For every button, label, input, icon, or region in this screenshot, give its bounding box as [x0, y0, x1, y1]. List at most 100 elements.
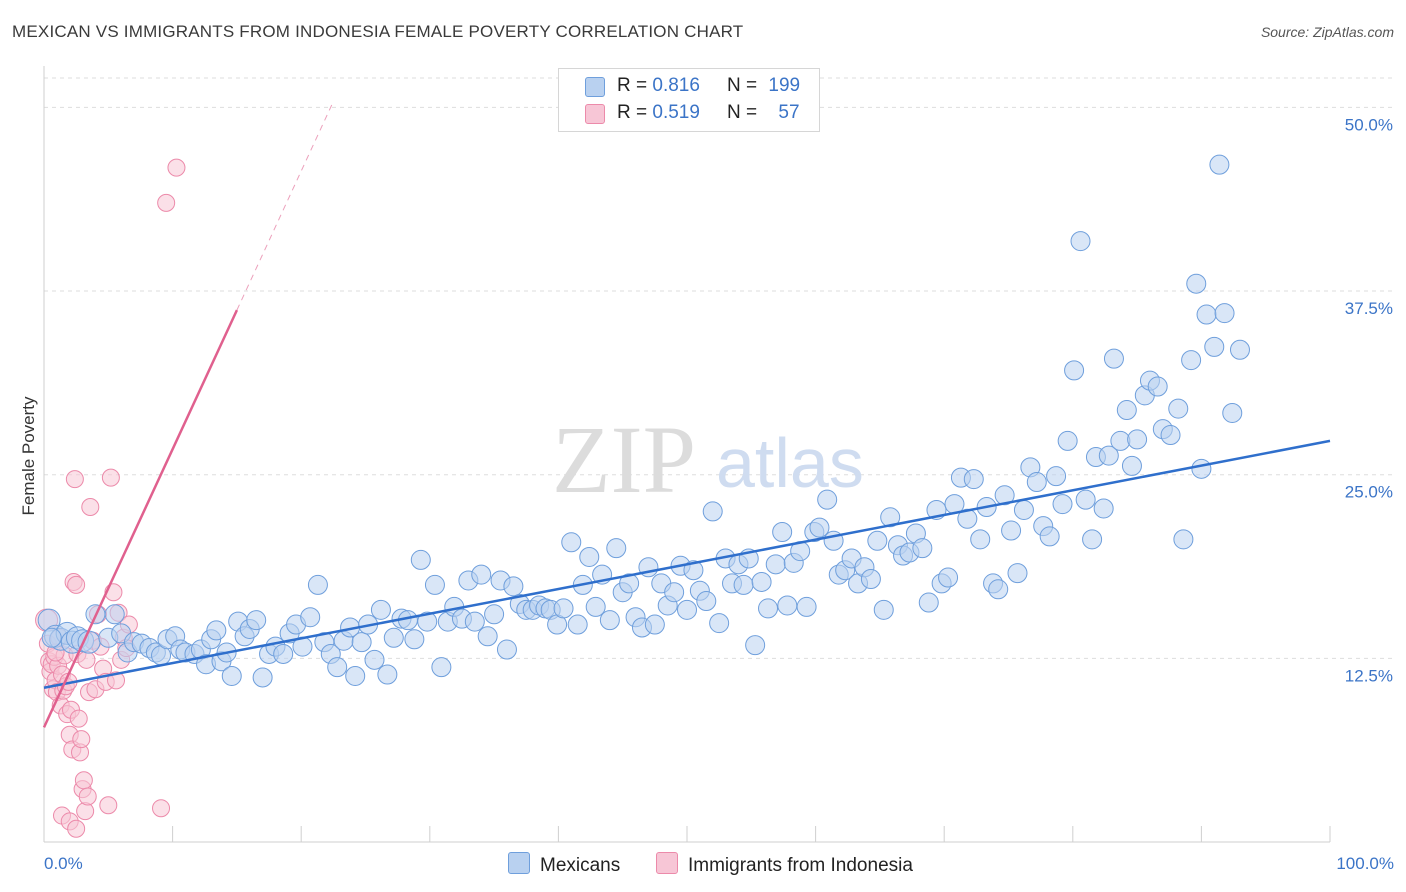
- indonesia-point: [107, 671, 126, 690]
- legend-r-label: R =: [617, 102, 653, 123]
- mexicans-point: [751, 571, 772, 592]
- mexicans-point: [1001, 520, 1022, 541]
- mexicans-point: [345, 665, 366, 686]
- mexicans-point: [496, 639, 517, 660]
- mexicans-point: [1007, 563, 1028, 584]
- mexicans-point: [1222, 402, 1243, 423]
- mexicans-point: [912, 538, 933, 559]
- y-axis-label: Female Poverty: [19, 396, 38, 516]
- indonesia-points: [35, 158, 186, 838]
- watermark: ZIP atlas: [552, 406, 864, 513]
- mexicans-point: [1103, 348, 1124, 369]
- series-legend: Mexicans Immigrants from Indonesia: [0, 852, 1406, 878]
- mexicans-point: [988, 579, 1009, 600]
- mexicans-point: [765, 554, 786, 575]
- legend-item-mexicans[interactable]: Mexicans: [508, 852, 620, 877]
- mexicans-point: [880, 507, 901, 528]
- mexicans-point: [484, 604, 505, 625]
- mexicans-point: [772, 521, 793, 542]
- mexicans-point: [709, 613, 730, 634]
- y-tick-label: 12.5%: [1345, 666, 1393, 685]
- mexicans-point: [410, 549, 431, 570]
- mexicans-point: [1160, 425, 1181, 446]
- mexicans-point: [696, 591, 717, 612]
- mexicans-point: [561, 532, 582, 553]
- mexicans-point: [963, 469, 984, 490]
- mexicans-point: [758, 598, 779, 619]
- mexicans-point: [246, 610, 267, 631]
- indonesia-point: [152, 799, 171, 818]
- mexicans-point: [206, 620, 227, 641]
- mexicans-point: [104, 604, 125, 625]
- mexicans-point: [1196, 304, 1217, 325]
- indonesia-point: [67, 575, 86, 594]
- mexicans-point: [777, 595, 798, 616]
- legend-n-value: 199: [768, 75, 801, 96]
- axes: [43, 66, 1331, 843]
- indonesia-point: [78, 787, 97, 806]
- mexicans-point: [221, 665, 242, 686]
- mexicans-point: [273, 643, 294, 664]
- mexicans-point: [370, 599, 391, 620]
- mexicans-point: [1039, 526, 1060, 547]
- x-tick-label-min: 0.0%: [44, 854, 83, 873]
- mexicans-point: [745, 635, 766, 656]
- mexicans-point: [1013, 499, 1034, 520]
- mexicans-point: [938, 567, 959, 588]
- mexicans-point: [1064, 360, 1085, 381]
- mexicans-point: [702, 501, 723, 522]
- mexicans-point: [817, 489, 838, 510]
- mexicans-point: [1127, 429, 1148, 450]
- indonesia-point: [67, 819, 86, 838]
- mexicans-point: [1082, 529, 1103, 550]
- mexicans-point: [364, 649, 385, 670]
- pink-swatch: [656, 852, 678, 874]
- mexicans-point: [606, 538, 627, 559]
- mexicans-point: [809, 517, 830, 538]
- mexicans-point: [1098, 445, 1119, 466]
- mexicans-point: [1046, 466, 1067, 487]
- mexicans-point: [417, 611, 438, 632]
- trendlines: [42, 101, 1331, 728]
- indonesia-point: [74, 771, 93, 790]
- mexicans-point: [994, 485, 1015, 506]
- mexicans-point: [377, 664, 398, 685]
- mexicans-point: [860, 569, 881, 590]
- mexicans-trendline: [43, 439, 1331, 689]
- mexicans-point: [867, 530, 888, 551]
- indonesia-point: [77, 650, 96, 669]
- mexicans-point: [683, 560, 704, 581]
- legend-r-value: 0.816: [652, 75, 700, 96]
- chart-title: MEXICAN VS IMMIGRANTS FROM INDONESIA FEM…: [12, 22, 744, 41]
- legend-r-label: R =: [617, 75, 653, 96]
- mexicans-point: [553, 598, 574, 619]
- mexicans-point: [677, 599, 697, 620]
- legend-label-mexicans: Mexicans: [540, 855, 621, 876]
- legend-item-indonesia[interactable]: Immigrants from Indonesia: [656, 852, 913, 877]
- y-tick-label: 25.0%: [1345, 483, 1393, 502]
- mexicans-point: [619, 573, 640, 594]
- mexicans-point: [796, 596, 817, 617]
- mexicans-point: [1075, 489, 1096, 510]
- mexicans-point: [503, 576, 524, 597]
- mexicans-point: [327, 657, 348, 678]
- watermark-zip: ZIP: [552, 406, 696, 513]
- mexicans-point: [1121, 455, 1142, 476]
- mexicans-point: [1186, 273, 1207, 294]
- mexicans-point: [464, 611, 485, 632]
- mexicans-point: [1229, 339, 1250, 360]
- mexicans-point: [918, 592, 939, 613]
- legend-n-label: N =: [727, 102, 763, 123]
- tick-labels: 12.5% 25.0% 37.5% 50.0% 0.0% 100.0%: [44, 115, 1394, 873]
- indonesia-point: [69, 709, 88, 728]
- mexicans-point: [477, 626, 498, 647]
- legend-n-value: 57: [778, 102, 800, 123]
- mexicans-point: [300, 607, 321, 628]
- indonesia-point: [99, 796, 118, 815]
- legend-n-label: N =: [727, 75, 763, 96]
- indonesia-point: [101, 468, 120, 487]
- mexicans-point: [567, 614, 588, 635]
- mexicans-point: [471, 564, 492, 585]
- chart-source: Source: ZipAtlas.com: [1260, 24, 1394, 40]
- x-tick-label-max: 100.0%: [1336, 854, 1394, 873]
